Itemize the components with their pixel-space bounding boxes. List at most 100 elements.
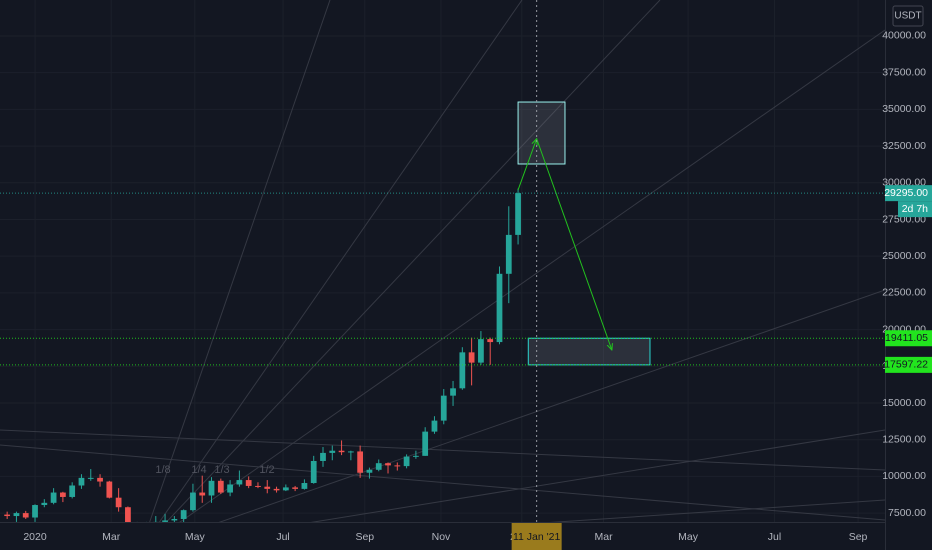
x-tick-label: Sep: [849, 531, 868, 543]
candle-body: [329, 450, 336, 453]
price-label: 19411.05: [885, 332, 928, 344]
y-tick-label: 7500.00: [888, 507, 926, 519]
x-tick-label: 2020: [23, 531, 47, 543]
x-tick-label: Jul: [276, 531, 289, 543]
candle-body: [180, 510, 187, 519]
fan-label: 1/2: [259, 464, 274, 476]
x-tick-label: May: [678, 531, 699, 543]
y-tick-label: 15000.00: [882, 397, 926, 409]
currency: USDT: [894, 11, 921, 22]
candle-body: [403, 456, 410, 467]
candle-body: [41, 502, 48, 506]
arrow-drawing: [517, 139, 537, 191]
y-tick-label: 22500.00: [882, 287, 926, 299]
candle-body: [4, 514, 11, 517]
candle-body: [320, 452, 326, 461]
candle-body: [422, 431, 429, 456]
candle-body: [487, 339, 494, 343]
candle-body: [106, 481, 113, 498]
candle-body: [310, 460, 317, 484]
candle-body: [347, 451, 354, 453]
candle-body: [440, 395, 447, 421]
candle-body: [338, 450, 345, 453]
x-tick-label: Jul: [768, 531, 781, 543]
candle-body: [245, 480, 252, 486]
candle-body: [357, 451, 364, 473]
candle-body: [385, 463, 391, 466]
candle-body: [459, 352, 466, 389]
candle-body: [292, 487, 299, 489]
candle-body: [115, 497, 122, 508]
candle-body: [282, 487, 289, 491]
candle-body: [190, 492, 196, 511]
y-tick-label: 35000.00: [882, 103, 926, 115]
price-label-box: [885, 330, 932, 347]
x-tick-label: Mar: [594, 531, 613, 543]
candle-body: [199, 492, 206, 496]
countdown: 2d 7h: [902, 203, 928, 215]
candle-body: [255, 485, 261, 487]
price-label-box: [885, 356, 932, 373]
countdown-box: [898, 201, 932, 218]
y-tick-label: 10000.00: [882, 470, 926, 482]
price-label-box: [885, 185, 932, 202]
axes: 7500.0010000.0012500.0015000.0017500.002…: [23, 30, 932, 550]
candle-body: [152, 521, 159, 522]
fan-label: 1/4: [191, 464, 206, 476]
candle-body: [60, 492, 66, 497]
candle-body: [478, 339, 484, 363]
price-label: 29295.00: [884, 187, 928, 199]
candle-body: [22, 513, 29, 518]
candle-body: [227, 484, 233, 493]
candle-body: [97, 477, 103, 482]
x-tick-label: Nov: [432, 531, 451, 543]
candle-body: [413, 455, 419, 457]
candle-body: [264, 486, 271, 489]
candle-body: [69, 485, 76, 497]
candle-body: [13, 513, 20, 517]
candle-body: [87, 477, 94, 479]
fan-label: 1/8: [155, 464, 170, 476]
candle-body: [78, 477, 85, 486]
currency-box[interactable]: [892, 5, 924, 27]
candle-body: [375, 463, 382, 470]
candle-body: [394, 465, 401, 467]
candle-body: [450, 388, 456, 396]
fan-label: 1/3: [214, 464, 229, 476]
fib-fan: [0, 0, 885, 522]
candle-body: [468, 352, 475, 363]
y-tick-label: 25000.00: [882, 250, 926, 262]
price-label: 17597.22: [884, 359, 928, 371]
candle-body: [171, 518, 178, 521]
crosshair-label: 11 Jan '21: [513, 531, 561, 543]
candle-body: [125, 507, 131, 522]
box-drawing: [527, 337, 651, 366]
candle-body: [208, 480, 215, 496]
x-tick-label: Sep: [355, 531, 374, 543]
candle-body: [366, 469, 373, 473]
candle-body: [50, 492, 57, 503]
candle-body: [496, 273, 503, 343]
y-tick-label: 32500.00: [882, 140, 926, 152]
candle-body: [301, 483, 308, 489]
candle-body: [515, 193, 521, 235]
x-tick-label: May: [185, 531, 206, 543]
arrow-drawing: [536, 138, 612, 350]
y-tick-label: 37500.00: [882, 66, 926, 78]
y-tick-label: 12500.00: [882, 433, 926, 445]
box-drawing: [517, 101, 566, 165]
candle-body: [32, 505, 38, 518]
candle-body: [505, 234, 512, 274]
plot: 1/8 1/4 1/3 1/2: [0, 0, 885, 522]
crosshair-label-box: [511, 523, 562, 550]
y-tick-label: 40000.00: [882, 30, 926, 42]
grid: [0, 0, 885, 522]
candle-body: [217, 480, 224, 493]
candle-body: [236, 480, 243, 485]
candle-body: [273, 488, 280, 491]
candle-body: [431, 420, 438, 432]
x-tick-label: Mar: [102, 531, 121, 543]
